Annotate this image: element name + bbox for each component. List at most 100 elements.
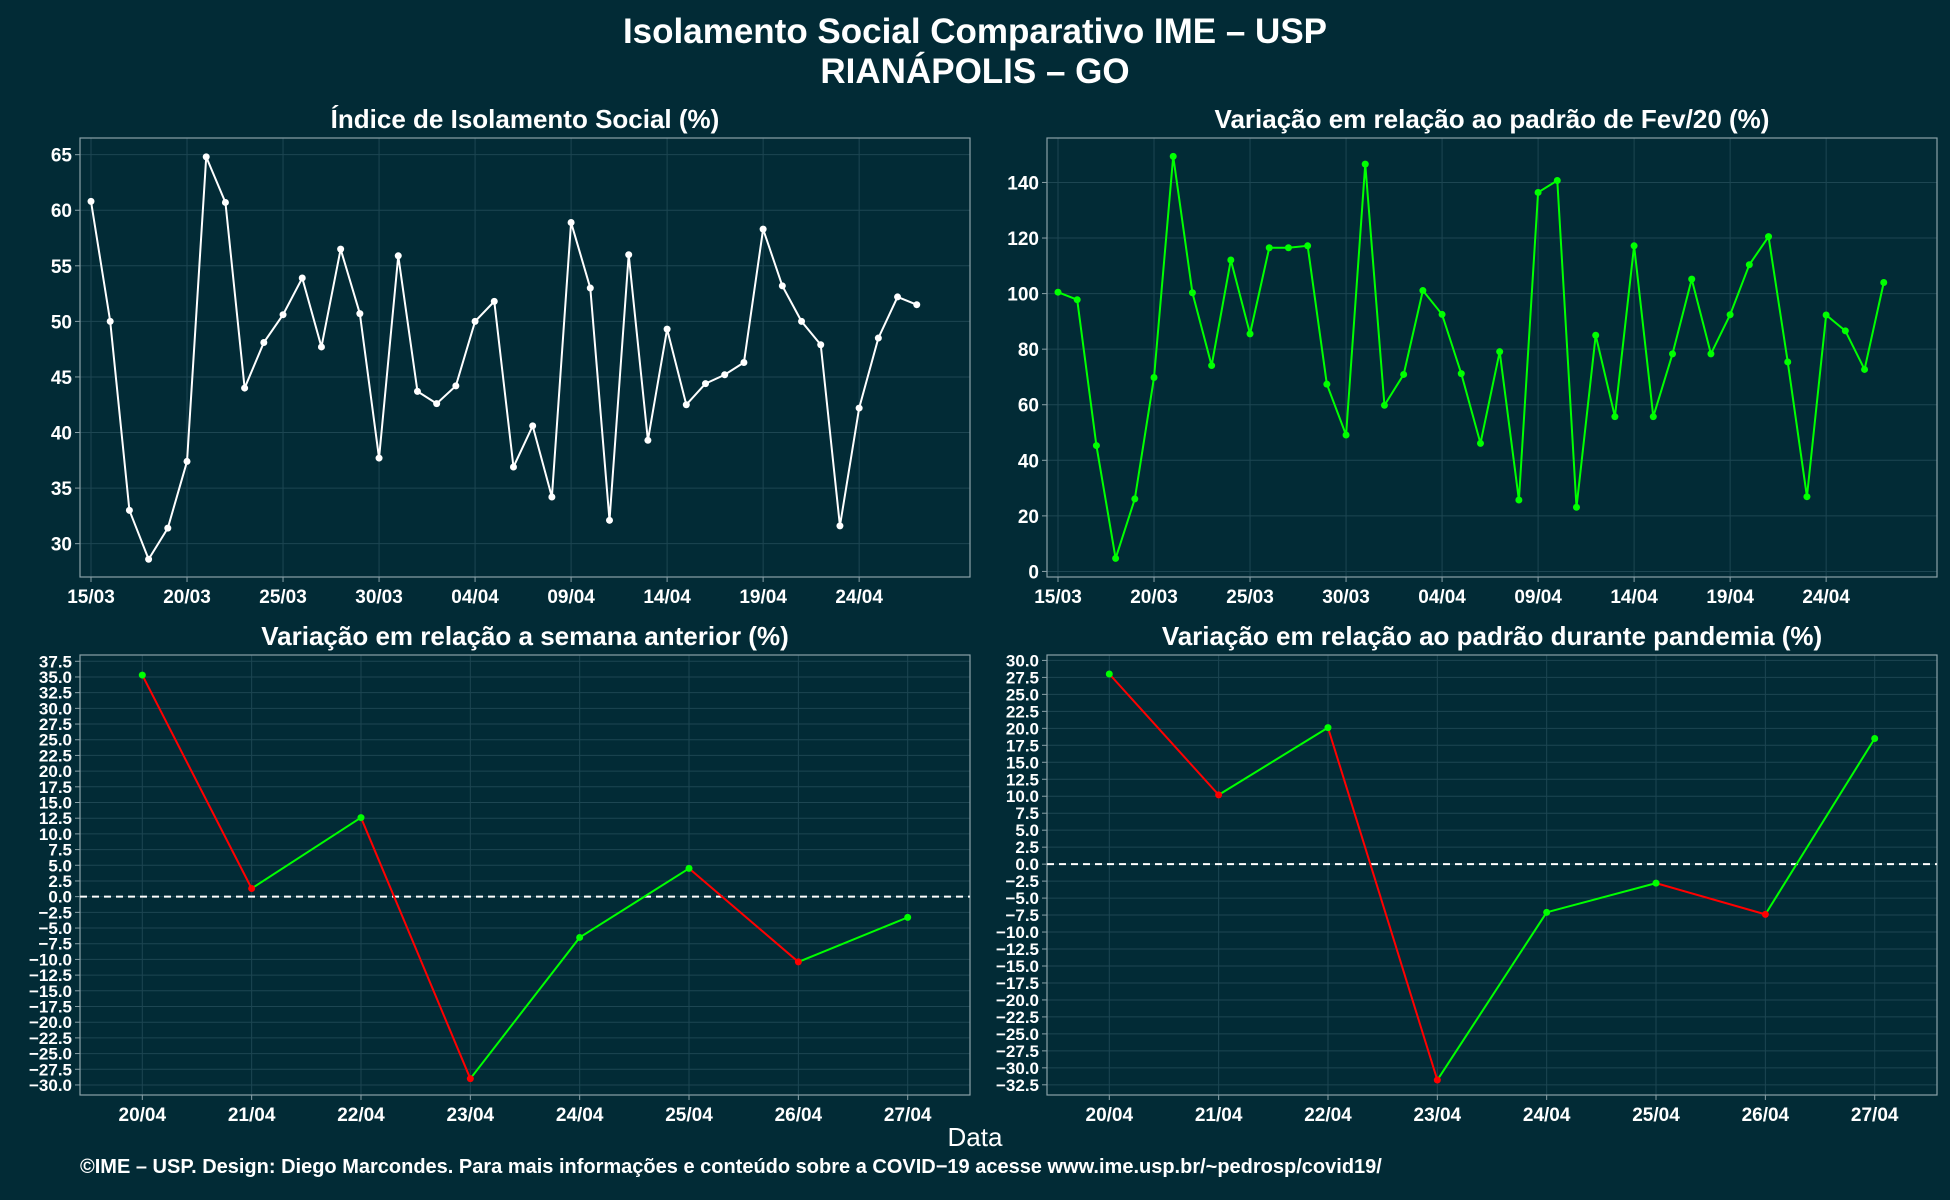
x-tick-label: 20/03 [163, 587, 211, 608]
plot-frame [79, 654, 971, 1096]
data-point [413, 387, 421, 395]
data-point [490, 297, 498, 305]
data-point [1246, 330, 1254, 338]
data-point [913, 301, 921, 309]
data-point [586, 284, 594, 292]
data-point [106, 317, 114, 325]
data-point [685, 864, 693, 872]
y-tick-label: 12.5 [39, 809, 72, 828]
panel-title: Variação em relação ao padrão de Fev/20 … [1215, 104, 1770, 134]
data-point [221, 198, 229, 206]
data-point [466, 1075, 474, 1083]
data-point [817, 341, 825, 349]
x-tick-label: 22/04 [337, 1105, 385, 1126]
data-point [1457, 370, 1465, 378]
data-point [1215, 791, 1223, 799]
y-tick-label: −12.5 [996, 940, 1039, 959]
y-tick-label: 5.0 [1015, 821, 1039, 840]
data-point [1323, 380, 1331, 388]
series-segment [141, 674, 253, 889]
chart-title: Isolamento Social Comparativo IME – USP [622, 12, 1328, 51]
y-tick-label: 20.0 [39, 762, 72, 781]
data-point [663, 325, 671, 333]
data-point [1304, 242, 1312, 250]
data-point [298, 274, 306, 282]
chart-isolation-index: Índice de Isolamento Social (%) 30 35 40 45 5… [51, 104, 971, 608]
data-point [1553, 177, 1561, 185]
data-point [904, 913, 912, 921]
data-point [1649, 413, 1657, 421]
data-point [1092, 442, 1100, 450]
y-tick-label: 17.5 [1006, 736, 1039, 755]
data-point [164, 524, 172, 532]
x-tick-label: 24/04 [1523, 1105, 1571, 1126]
data-point [1150, 374, 1158, 382]
data-point [836, 522, 844, 530]
data-point [605, 516, 613, 524]
x-tick-label: 24/04 [835, 587, 883, 608]
y-tick-label: 0.0 [1015, 855, 1039, 874]
data-point [394, 252, 402, 260]
panel-title: Variação em relação a semana anterior (%… [261, 621, 789, 651]
data-point [375, 454, 383, 462]
data-point [1169, 152, 1177, 160]
chart-variation-previous-week: Variação em relação a semana anterior (%… [29, 621, 971, 1126]
data-point [794, 958, 802, 966]
y-tick-label: −22.5 [29, 1029, 72, 1048]
y-tick-label: 25.0 [1006, 685, 1039, 704]
data-point [1707, 350, 1715, 358]
series-segment [360, 817, 472, 1080]
y-tick-label: 17.5 [39, 778, 72, 797]
y-tick-label: 5.0 [48, 856, 72, 875]
y-tick-label: 120 [1007, 229, 1039, 250]
data-point [759, 225, 767, 233]
panel-title: Índice de Isolamento Social (%) [331, 104, 720, 134]
data-point [1073, 296, 1081, 304]
x-tick-label: 04/04 [1418, 587, 1466, 608]
series-segment [1436, 911, 1548, 1081]
y-tick-label: −27.5 [29, 1060, 72, 1079]
data-point [279, 311, 287, 319]
y-tick-label: 22.5 [39, 746, 72, 765]
data-point [1188, 289, 1196, 297]
y-tick-label: 15.0 [1006, 753, 1039, 772]
y-tick-label: −7.5 [38, 935, 72, 954]
data-point [183, 457, 191, 465]
x-tick-label: 15/03 [1034, 587, 1082, 608]
x-tick-label: 20/03 [1130, 587, 1178, 608]
x-tick-label: 14/04 [1610, 587, 1658, 608]
data-point [1822, 311, 1830, 319]
y-tick-label: 80 [1018, 340, 1039, 361]
data-point [1054, 288, 1062, 296]
y-tick-label: 60 [1018, 396, 1039, 417]
y-tick-label: 22.5 [1006, 702, 1039, 721]
y-tick-label: −12.5 [29, 966, 72, 985]
data-point [1611, 413, 1619, 421]
data-point [1871, 735, 1879, 743]
y-tick-label: −20.0 [996, 991, 1039, 1010]
y-tick-label: −2.5 [1005, 872, 1039, 891]
y-tick-label: 2.5 [48, 872, 72, 891]
y-tick-label: 30.0 [1006, 651, 1039, 670]
data-point [874, 334, 882, 342]
data-point [1669, 350, 1677, 358]
data-point [1543, 908, 1551, 916]
series-line [90, 156, 918, 562]
data-point [1745, 261, 1753, 269]
data-point [145, 555, 153, 563]
y-tick-label: −27.5 [996, 1042, 1039, 1061]
data-point [317, 343, 325, 351]
y-tick-label: −10.0 [996, 923, 1039, 942]
y-tick-label: 40 [1018, 451, 1039, 472]
x-tick-label: 15/03 [67, 587, 115, 608]
series-segment [1655, 882, 1766, 916]
data-point [1761, 910, 1769, 918]
data-point [1433, 1076, 1441, 1084]
y-tick-label: 37.5 [39, 652, 72, 671]
x-tick-label: 24/04 [556, 1105, 604, 1126]
data-point [1534, 188, 1542, 196]
data-point [1765, 233, 1773, 241]
data-point [337, 245, 345, 253]
data-point [721, 371, 729, 379]
